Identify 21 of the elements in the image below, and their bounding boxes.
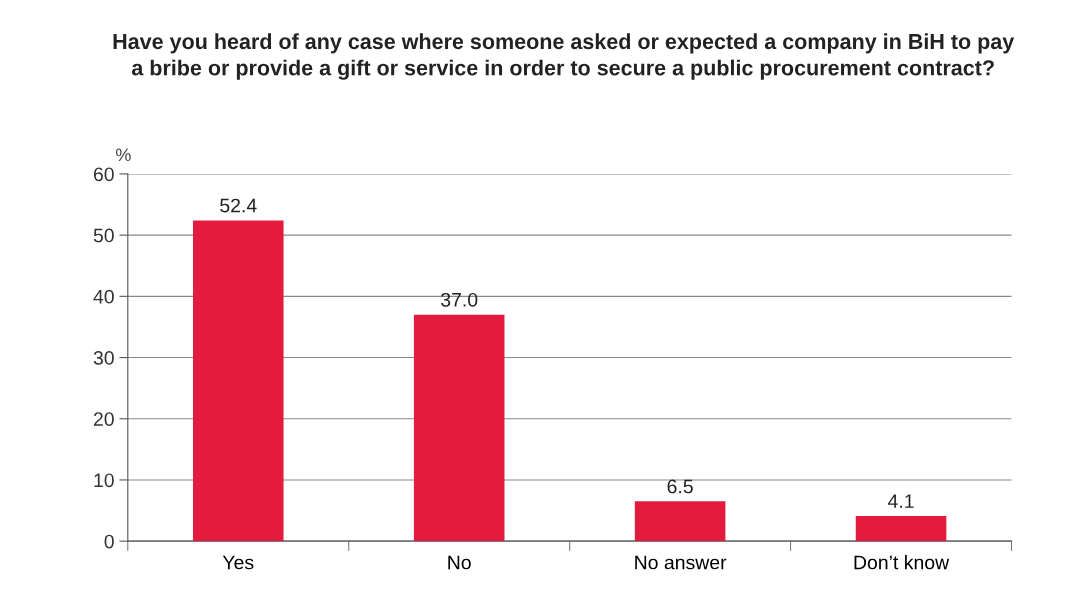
bar [634, 501, 726, 542]
data-label: 4.1 [887, 494, 914, 508]
x-tick-label: No answer [635, 555, 727, 570]
y-axis-title: % [115, 148, 131, 162]
data-label: 37.0 [441, 292, 478, 307]
y-tick-label: 20 [93, 412, 114, 426]
y-tick-label: 30 [93, 351, 114, 365]
data-label: 52.4 [220, 198, 257, 213]
y-tick-label: 40 [93, 289, 114, 304]
x-tick-label: Don’t know [854, 555, 950, 570]
bar [855, 516, 947, 542]
x-tick-label: No [448, 555, 471, 570]
y-tick-label: 10 [94, 473, 114, 488]
y-tick-label: 0 [104, 534, 114, 549]
data-label: 6.5 [667, 479, 693, 494]
y-tick-label: 50 [93, 228, 114, 243]
y-tick-label: 60 [93, 167, 114, 182]
x-tick-label: Yes [222, 555, 254, 570]
chart-title: Have you heard of any case where someone asked or expected a company in BiH to pay a bribe or provide a gift or service in order to secure a public procurement contract? [113, 33, 1015, 80]
bar [413, 314, 505, 542]
bar [192, 220, 284, 542]
